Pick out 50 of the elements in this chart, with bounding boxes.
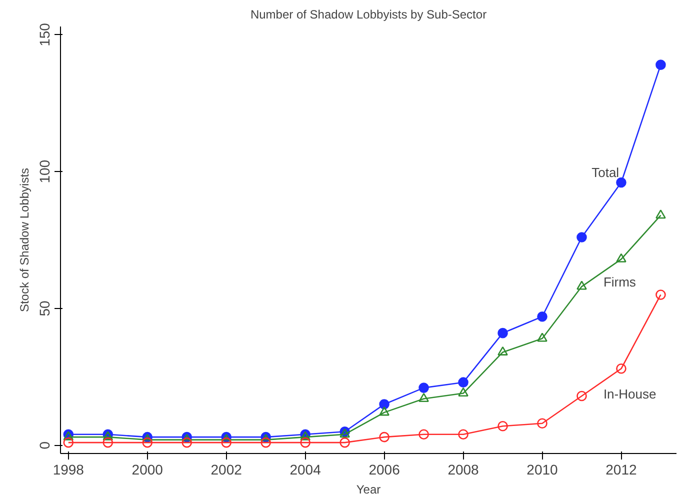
point [142, 437, 153, 448]
point [102, 437, 114, 448]
point [182, 437, 192, 448]
x-tick-label: 2008 [448, 462, 480, 478]
chart-title: Number of Shadow Lobbyists by Sub-Sector [250, 8, 487, 22]
x-tick-label: 2002 [210, 462, 242, 478]
point [576, 390, 587, 402]
point [656, 290, 666, 300]
point [379, 432, 390, 442]
point [616, 177, 626, 188]
y-tick-label: 50 [36, 300, 52, 316]
point [498, 420, 508, 432]
point [537, 332, 548, 342]
point [63, 437, 74, 448]
point [458, 377, 468, 388]
point [537, 418, 548, 429]
point [458, 429, 468, 440]
point [221, 437, 232, 448]
point [260, 437, 271, 448]
x-tick-label: 2010 [526, 462, 558, 478]
point [379, 399, 390, 410]
x-tick-label: 1998 [52, 462, 84, 478]
x-tick-label: 2004 [290, 462, 322, 478]
x-tick-label: 2012 [606, 462, 638, 478]
point [340, 437, 350, 448]
point [656, 210, 666, 219]
point [616, 364, 626, 374]
point [656, 60, 666, 70]
x-tick-label: 2000 [132, 462, 164, 478]
series-label: Firms [603, 274, 636, 290]
point [300, 437, 310, 448]
y-tick-label: 150 [36, 22, 52, 46]
x-axis-title: Year [356, 482, 381, 496]
point [498, 346, 508, 356]
y-axis-title: Stock of Shadow Lobbyists [18, 168, 32, 312]
series-label: In-House [603, 386, 656, 402]
point [458, 387, 468, 397]
y-tick-label: 100 [36, 160, 52, 184]
point [418, 392, 429, 402]
point [379, 406, 390, 416]
y-tick-label: 0 [36, 441, 52, 450]
point [576, 280, 587, 290]
point [537, 312, 548, 322]
point [418, 429, 429, 440]
point [576, 232, 587, 242]
x-tick-label: 2006 [368, 462, 400, 478]
point [616, 253, 626, 262]
point [498, 328, 508, 338]
series-label: Total [592, 164, 620, 180]
point [418, 382, 429, 393]
